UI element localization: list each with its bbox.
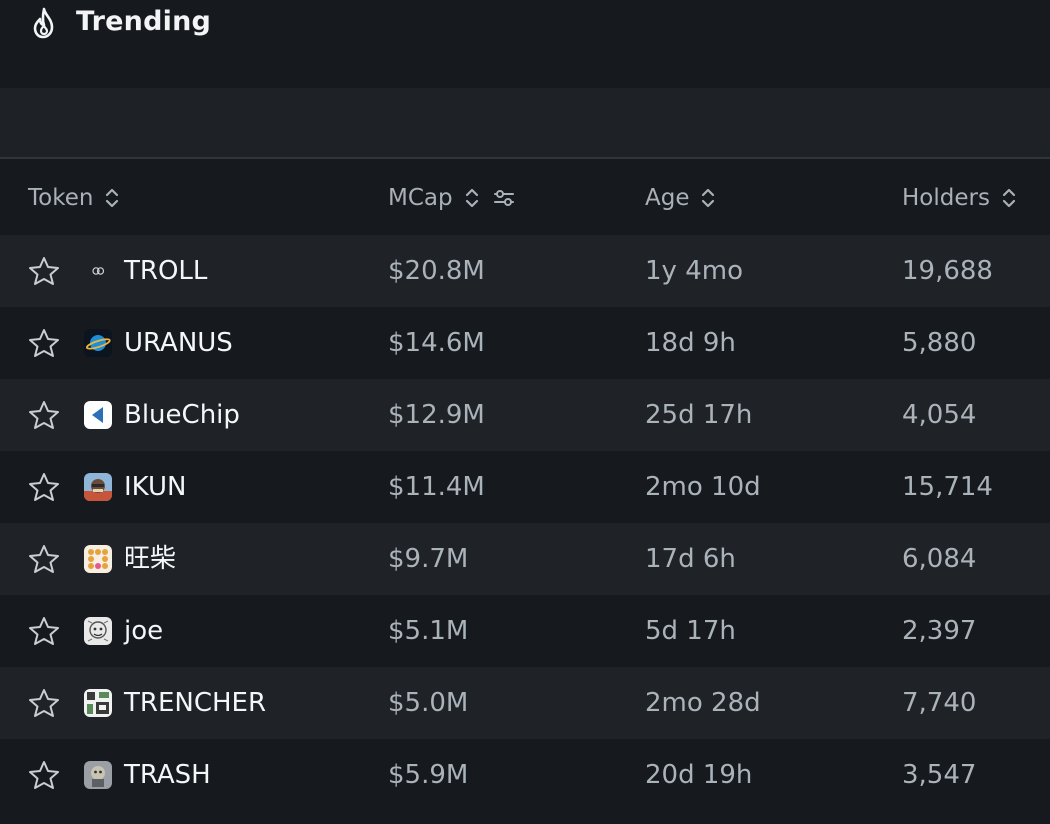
token-holders: 4,054: [902, 400, 977, 430]
token-name[interactable]: TRASH: [124, 760, 211, 790]
wangchai-token-icon: [84, 545, 112, 573]
token-holders: 3,547: [902, 760, 977, 790]
toolbar-band: [0, 88, 1050, 157]
token-name[interactable]: joe: [124, 616, 164, 646]
token-name[interactable]: URANUS: [124, 328, 233, 358]
column-header-age[interactable]: Age: [645, 183, 715, 213]
star-icon[interactable]: [28, 544, 60, 574]
token-table: TROLL $20.8M 1y 4mo 19,688 URANUS $14.6M…: [0, 235, 1050, 811]
column-header-label: Token: [28, 185, 94, 211]
sort-icon[interactable]: [701, 187, 715, 209]
table-row[interactable]: TRASH $5.9M 20d 19h 3,547: [0, 739, 1050, 811]
column-header-label: MCap: [388, 185, 453, 211]
token-mcap: $12.9M: [388, 400, 485, 430]
column-header-label: Holders: [902, 185, 990, 211]
table-row[interactable]: BlueChip $12.9M 25d 17h 4,054: [0, 379, 1050, 451]
token-age: 17d 6h: [645, 544, 736, 574]
star-icon[interactable]: [28, 472, 60, 502]
ikun-token-icon: [84, 473, 112, 501]
column-header-holders[interactable]: Holders: [902, 183, 1016, 213]
joe-token-icon: [84, 617, 112, 645]
filter-sliders-icon[interactable]: [493, 188, 515, 208]
table-header: Token MCap Age Holders: [0, 159, 1050, 235]
column-header-label: Age: [645, 185, 690, 211]
bluechip-token-icon: [84, 401, 112, 429]
token-name[interactable]: IKUN: [124, 472, 187, 502]
column-header-token[interactable]: Token: [28, 183, 119, 213]
token-holders: 6,084: [902, 544, 977, 574]
table-row[interactable]: URANUS $14.6M 18d 9h 5,880: [0, 307, 1050, 379]
star-icon[interactable]: [28, 328, 60, 358]
token-age: 5d 17h: [645, 616, 736, 646]
table-row[interactable]: TROLL $20.8M 1y 4mo 19,688: [0, 235, 1050, 307]
token-holders: 7,740: [902, 688, 977, 718]
token-mcap: $9.7M: [388, 544, 469, 574]
token-mcap: $5.9M: [388, 760, 469, 790]
token-holders: 19,688: [902, 256, 993, 286]
token-age: 2mo 28d: [645, 688, 761, 718]
sort-icon[interactable]: [1002, 187, 1016, 209]
star-icon[interactable]: [28, 256, 60, 286]
table-row[interactable]: IKUN $11.4M 2mo 10d 15,714: [0, 451, 1050, 523]
token-age: 2mo 10d: [645, 472, 761, 502]
token-age: 1y 4mo: [645, 256, 743, 286]
token-name[interactable]: TRENCHER: [124, 688, 267, 718]
flame-icon: [33, 7, 54, 39]
star-icon[interactable]: [28, 616, 60, 646]
page-title: Trending: [76, 6, 212, 37]
token-mcap: $5.0M: [388, 688, 469, 718]
star-icon[interactable]: [28, 400, 60, 430]
star-icon[interactable]: [28, 688, 60, 718]
column-header-mcap[interactable]: MCap: [388, 183, 515, 213]
table-row[interactable]: TRENCHER $5.0M 2mo 28d 7,740: [0, 667, 1050, 739]
token-mcap: $20.8M: [388, 256, 485, 286]
troll-token-icon: [84, 257, 112, 285]
token-name[interactable]: BlueChip: [124, 400, 240, 430]
token-age: 25d 17h: [645, 400, 753, 430]
divider: [0, 157, 1050, 159]
uranus-token-icon: [84, 329, 112, 357]
trencher-token-icon: [84, 689, 112, 717]
token-holders: 2,397: [902, 616, 977, 646]
token-age: 20d 19h: [645, 760, 753, 790]
table-row[interactable]: 旺柴 $9.7M 17d 6h 6,084: [0, 523, 1050, 595]
token-mcap: $11.4M: [388, 472, 485, 502]
token-name[interactable]: TROLL: [124, 256, 208, 286]
token-name[interactable]: 旺柴: [124, 544, 177, 574]
header: Trending: [0, 0, 1050, 88]
token-mcap: $14.6M: [388, 328, 485, 358]
sort-icon[interactable]: [465, 187, 479, 209]
star-icon[interactable]: [28, 760, 60, 790]
sort-icon[interactable]: [105, 187, 119, 209]
token-age: 18d 9h: [645, 328, 736, 358]
token-mcap: $5.1M: [388, 616, 469, 646]
table-row[interactable]: joe $5.1M 5d 17h 2,397: [0, 595, 1050, 667]
token-holders: 15,714: [902, 472, 993, 502]
token-holders: 5,880: [902, 328, 977, 358]
trash-token-icon: [84, 761, 112, 789]
